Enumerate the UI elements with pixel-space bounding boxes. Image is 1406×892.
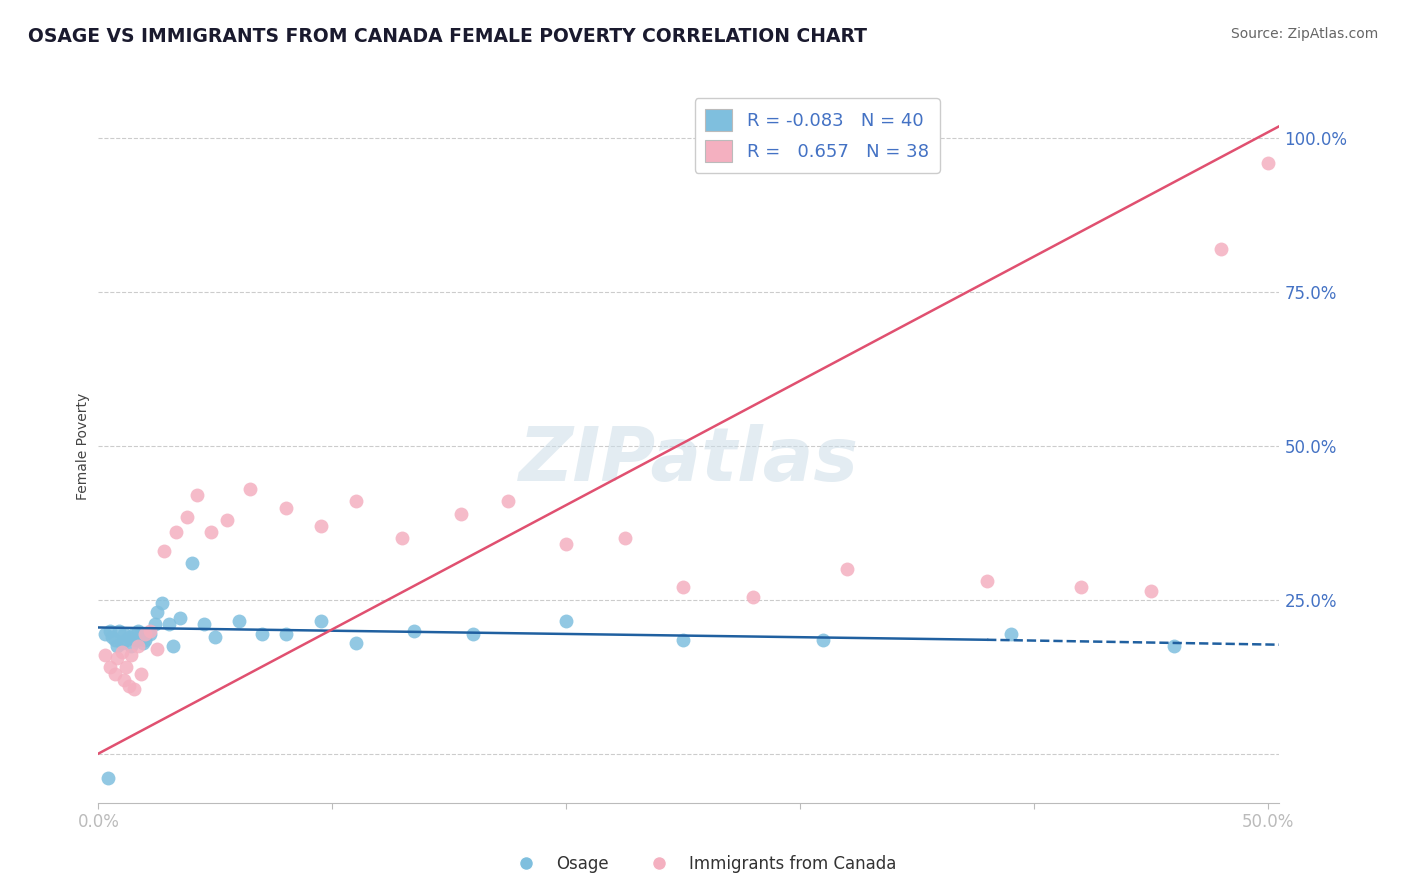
Point [127, 639, 149, 653]
Point [555, 615, 578, 629]
Point [1209, 242, 1232, 256]
Point [404, 624, 426, 638]
Point [143, 617, 166, 632]
Point [181, 556, 204, 570]
Point [274, 500, 297, 515]
Point [118, 630, 141, 644]
Point [98, 660, 121, 674]
Point [150, 596, 173, 610]
Point [134, 626, 156, 640]
Point [111, 645, 134, 659]
Point [835, 562, 858, 576]
Point [139, 626, 162, 640]
Point [105, 639, 128, 653]
Point [104, 632, 127, 647]
Point [976, 574, 998, 589]
Point [112, 673, 135, 687]
Point [1257, 156, 1279, 170]
Point [228, 615, 250, 629]
Point [94, 648, 117, 662]
Point [122, 681, 145, 696]
Point [309, 615, 332, 629]
Point [742, 590, 765, 604]
Point [215, 513, 238, 527]
Point [115, 632, 138, 647]
Point [813, 632, 835, 647]
Point [122, 626, 145, 640]
Point [309, 519, 332, 533]
Point [204, 630, 226, 644]
Point [193, 617, 215, 632]
Point [146, 642, 169, 657]
Point [127, 624, 149, 638]
Point [186, 488, 208, 502]
Point [94, 626, 117, 640]
Point [344, 494, 367, 508]
Point [108, 624, 131, 638]
Text: OSAGE VS IMMIGRANTS FROM CANADA FEMALE POVERTY CORRELATION CHART: OSAGE VS IMMIGRANTS FROM CANADA FEMALE P… [28, 27, 868, 45]
Point [118, 679, 141, 693]
Legend: Osage, Immigrants from Canada: Osage, Immigrants from Canada [503, 848, 903, 880]
Point [1070, 581, 1092, 595]
Point [97, 771, 120, 785]
Point [461, 626, 484, 640]
Point [112, 626, 135, 640]
Point [200, 525, 222, 540]
Point [104, 666, 127, 681]
Point [165, 525, 187, 540]
Point [274, 626, 297, 640]
Point [613, 531, 636, 545]
Point [1000, 626, 1022, 640]
Point [134, 632, 156, 647]
Point [129, 666, 152, 681]
Point [176, 509, 198, 524]
Point [239, 482, 262, 496]
Point [105, 651, 128, 665]
Point [169, 611, 191, 625]
Point [157, 617, 180, 632]
Point [672, 632, 695, 647]
Text: ZIPatlas: ZIPatlas [519, 424, 859, 497]
Legend: R = -0.083   N = 40, R =   0.657   N = 38: R = -0.083 N = 40, R = 0.657 N = 38 [695, 98, 939, 173]
Point [146, 605, 169, 619]
Point [129, 626, 152, 640]
Point [344, 636, 367, 650]
Point [132, 636, 155, 650]
Point [162, 639, 184, 653]
Point [496, 494, 519, 508]
Y-axis label: Female Poverty: Female Poverty [76, 392, 90, 500]
Point [98, 624, 121, 638]
Point [120, 648, 142, 662]
Point [450, 507, 472, 521]
Point [391, 531, 413, 545]
Point [250, 626, 273, 640]
Point [672, 581, 695, 595]
Point [153, 543, 176, 558]
Text: Source: ZipAtlas.com: Source: ZipAtlas.com [1230, 27, 1378, 41]
Point [125, 632, 148, 647]
Point [555, 537, 578, 551]
Point [115, 660, 138, 674]
Point [120, 639, 142, 653]
Point [139, 624, 162, 638]
Point [1140, 583, 1163, 598]
Point [111, 636, 134, 650]
Point [1163, 639, 1185, 653]
Point [101, 630, 124, 644]
